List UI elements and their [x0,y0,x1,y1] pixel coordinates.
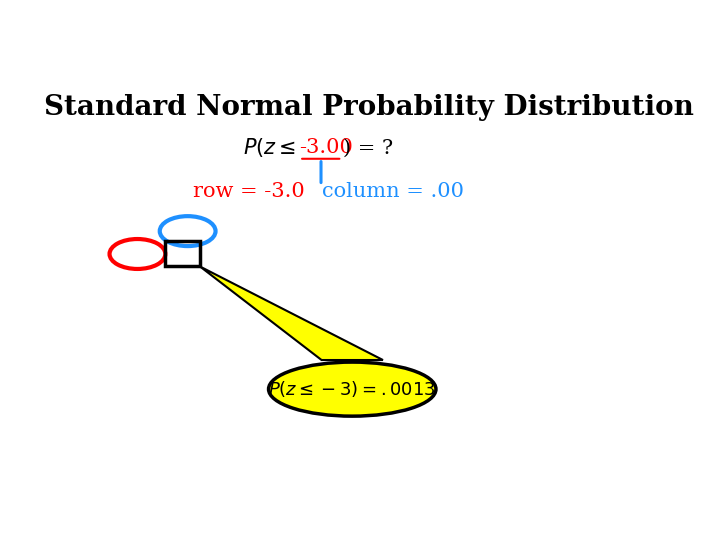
Text: -3.00: -3.00 [300,138,353,158]
Text: row = -3.0: row = -3.0 [193,182,305,201]
Text: $P(z \leq -3) = .0013$: $P(z \leq -3) = .0013$ [269,379,436,399]
Polygon shape [200,266,383,360]
Ellipse shape [269,362,436,416]
Text: Standard Normal Probability Distribution: Standard Normal Probability Distribution [44,94,694,121]
Text: column = .00: column = .00 [322,182,464,201]
Text: $P(z \leq$: $P(z \leq$ [243,137,297,159]
Text: ) = ?: ) = ? [343,138,393,158]
Bar [166,241,200,266]
